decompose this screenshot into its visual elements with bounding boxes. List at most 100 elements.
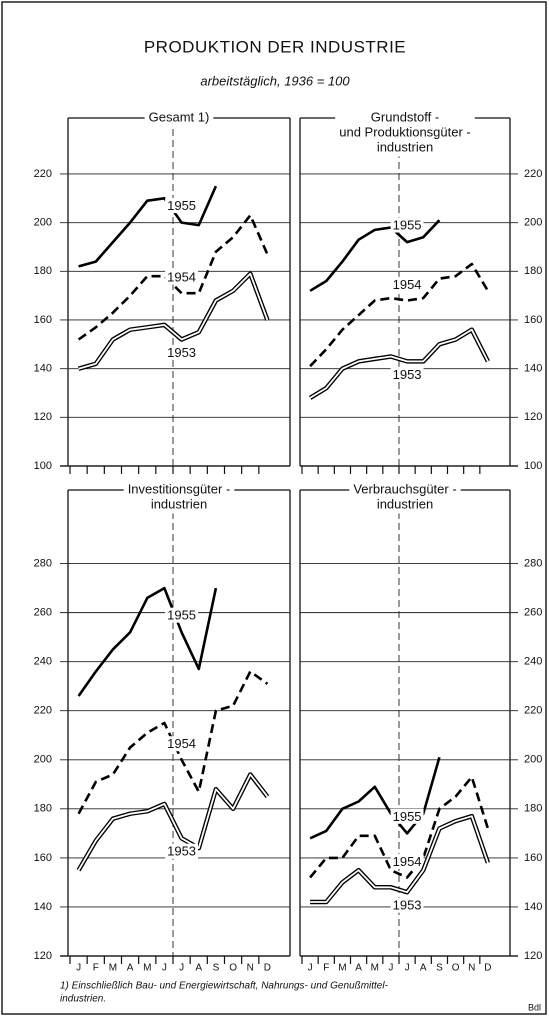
series-label-bg <box>165 344 199 360</box>
y-tick-label: 100 <box>34 460 52 472</box>
series-label-bg <box>390 853 424 869</box>
y-tick-label: 200 <box>34 754 52 766</box>
series-label: 1953 <box>167 844 196 859</box>
y-tick-label: 240 <box>524 656 542 668</box>
x-tick-label: O <box>452 963 460 974</box>
x-tick-label: J <box>179 963 184 974</box>
series-label: 1953 <box>167 345 196 360</box>
panel-title: Grundstoff - <box>371 109 439 124</box>
y-tick-label: 140 <box>34 901 52 913</box>
y-tick-label: 180 <box>524 803 542 815</box>
y-tick-label: 160 <box>524 314 542 326</box>
series-line <box>78 185 218 268</box>
page-title: PRODUKTION DER INDUSTRIE <box>144 37 406 56</box>
series-label-bg <box>390 276 424 292</box>
series-line-inner <box>77 773 269 871</box>
y-tick-label: 160 <box>34 852 52 864</box>
x-tick-label: J <box>308 963 313 974</box>
series-label-bg <box>165 269 199 285</box>
panel-title: Gesamt 1) <box>149 109 210 124</box>
x-tick-label: O <box>229 963 237 974</box>
y-tick-label: 220 <box>524 168 542 180</box>
panel-title-bg <box>123 480 235 514</box>
series-label-bg <box>390 808 424 824</box>
y-tick-label: 120 <box>524 950 542 962</box>
series-line <box>309 219 441 292</box>
panel-title: Verbrauchsgüter - <box>353 481 456 496</box>
series-label: 1954 <box>393 854 422 869</box>
x-tick-label: M <box>143 963 151 974</box>
x-tick-label: S <box>213 963 220 974</box>
x-tick-label: A <box>127 963 134 974</box>
x-tick-label: F <box>93 963 99 974</box>
panel-title: industrien <box>377 496 433 511</box>
y-tick-label: 180 <box>34 265 52 277</box>
footnote: industrien. <box>60 994 106 1005</box>
y-tick-label: 200 <box>524 754 542 766</box>
y-tick-label: 200 <box>524 217 542 229</box>
panel-title: industrien <box>151 496 207 511</box>
series-label: 1954 <box>167 270 196 285</box>
series-label-bg <box>165 198 199 214</box>
series-label-bg <box>165 607 199 623</box>
x-tick-label: M <box>338 963 346 974</box>
series-label: 1955 <box>167 608 196 623</box>
x-tick-label: A <box>195 963 202 974</box>
series-label: 1955 <box>393 218 422 233</box>
page-subtitle: arbeitstäglich, 1936 = 100 <box>200 73 350 88</box>
x-tick-label: N <box>247 963 254 974</box>
panel-title-bg <box>144 108 214 127</box>
series-label: 1953 <box>393 898 422 913</box>
y-tick-label: 120 <box>34 411 52 423</box>
series-line <box>77 586 218 697</box>
y-tick-label: 180 <box>34 803 52 815</box>
y-tick-label: 220 <box>34 705 52 717</box>
series-label: 1954 <box>167 736 196 751</box>
footnote: 1) Einschließlich Bau- und Energiewirtsc… <box>60 981 389 992</box>
series-label-bg <box>165 736 199 752</box>
panel-title-bg <box>349 480 461 514</box>
y-tick-label: 140 <box>524 901 542 913</box>
series-label: 1955 <box>167 198 196 213</box>
y-tick-label: 240 <box>34 656 52 668</box>
panel-title: Investitionsgüter - <box>128 481 231 496</box>
y-tick-label: 120 <box>34 950 52 962</box>
x-tick-label: M <box>371 963 379 974</box>
panel-title: industrien <box>377 139 433 154</box>
x-tick-label: N <box>468 963 475 974</box>
y-tick-label: 220 <box>34 168 52 180</box>
y-tick-label: 220 <box>524 705 542 717</box>
y-tick-label: 160 <box>524 852 542 864</box>
source: Bdl <box>528 1002 541 1012</box>
x-tick-label: J <box>162 963 167 974</box>
series-line-inner <box>310 815 489 903</box>
y-tick-label: 280 <box>34 557 52 569</box>
y-tick-label: 140 <box>524 363 542 375</box>
y-tick-label: 160 <box>34 314 52 326</box>
x-tick-label: A <box>355 963 362 974</box>
x-tick-label: M <box>109 963 117 974</box>
y-tick-label: 260 <box>524 607 542 619</box>
series-line-inner <box>78 272 269 370</box>
x-tick-label: D <box>484 963 491 974</box>
series-line <box>77 670 269 815</box>
series-label-bg <box>165 843 199 859</box>
x-tick-label: J <box>388 963 393 974</box>
series-label-bg <box>390 897 424 913</box>
y-tick-label: 200 <box>34 217 52 229</box>
x-tick-label: J <box>405 963 410 974</box>
panel-title-bg <box>335 108 475 157</box>
panel-title: und Produktionsgüter - <box>339 124 471 139</box>
series-label-bg <box>390 366 424 382</box>
y-tick-label: 120 <box>524 411 542 423</box>
y-tick-label: 140 <box>34 363 52 375</box>
series-label-bg <box>390 217 424 233</box>
y-tick-label: 100 <box>524 460 542 472</box>
series-line <box>77 214 269 341</box>
x-tick-label: S <box>436 963 443 974</box>
series-line-inner <box>309 328 489 399</box>
x-tick-label: D <box>264 963 271 974</box>
x-tick-label: A <box>420 963 427 974</box>
